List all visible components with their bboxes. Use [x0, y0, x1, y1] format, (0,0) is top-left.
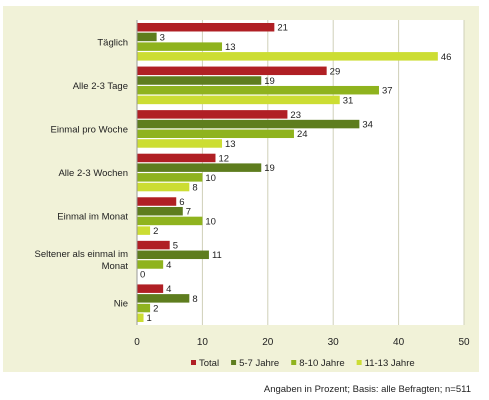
bar [137, 32, 157, 42]
x-tick-label: 50 [458, 337, 470, 348]
category-label: Einmal pro Woche [51, 124, 128, 135]
bar-value-label: 12 [218, 153, 229, 164]
bar [137, 240, 170, 250]
bar-value-label: 3 [160, 32, 165, 43]
x-tick-label: 10 [197, 337, 209, 348]
footnote: Angaben in Prozent; Basis: alle Befragte… [264, 384, 471, 395]
bar [137, 66, 327, 76]
bar [137, 85, 379, 95]
bar-value-label: 8 [192, 294, 197, 305]
bar-value-label: 4 [166, 284, 171, 295]
bar-value-label: 19 [264, 76, 275, 87]
bar [137, 95, 340, 105]
bar-value-label: 24 [297, 129, 308, 140]
bar [137, 76, 262, 85]
bar [137, 110, 288, 119]
legend-swatch [231, 360, 237, 365]
x-tick-label: 40 [393, 337, 405, 348]
bar-value-label: 2 [153, 304, 158, 315]
x-axis-ticks: 0 10 20 30 40 50 [134, 337, 470, 348]
legend-label: 5-7 Jahre [239, 358, 279, 369]
bar-value-label: 5 [173, 241, 178, 252]
bar [137, 226, 151, 235]
x-tick-label: 30 [328, 337, 340, 348]
bar-value-label: 6 [179, 197, 184, 208]
bar [137, 129, 294, 139]
bar [137, 313, 144, 323]
category-label: Alle 2-3 Wochen [58, 168, 128, 179]
bar-value-label: 11 [212, 250, 222, 261]
bar-value-label: 10 [205, 216, 216, 227]
bar-value-label: 13 [225, 139, 236, 150]
bar-value-label: 31 [343, 95, 354, 106]
legend-swatch [291, 360, 297, 365]
bar-value-label: 19 [264, 163, 275, 174]
bar [137, 197, 177, 206]
plot-area [137, 20, 464, 325]
legend-label: 11-13 Jahre [365, 358, 415, 369]
category-label: Einmal im Monat [57, 212, 128, 223]
bar [137, 303, 151, 313]
bar-value-label: 0 [140, 270, 145, 281]
bar-value-label: 23 [290, 110, 301, 121]
bar [137, 260, 164, 269]
bar [137, 216, 203, 226]
bar-value-label: 34 [362, 120, 373, 131]
legend: Total 5-7 Jahre 8-10 Jahre 11-13 Jahre [191, 358, 415, 369]
legend-label: Total [199, 358, 219, 369]
bar [137, 22, 275, 32]
bar-value-label: 4 [166, 260, 171, 271]
bar-value-label: 7 [186, 207, 191, 218]
bar-value-label: 13 [225, 42, 236, 53]
x-tick-label: 20 [262, 337, 274, 348]
bar [137, 182, 190, 192]
bar-value-label: 37 [382, 86, 393, 97]
category-labels: Täglich Alle 2-3 Tage Einmal pro Woche Alle… [35, 37, 129, 309]
bar-value-label: 1 [147, 313, 152, 324]
bar-value-label: 10 [205, 173, 216, 184]
bar-value-label: 46 [441, 52, 452, 63]
bar [137, 119, 360, 129]
bar [137, 163, 262, 172]
category-label: Alle 2-3 Tage [73, 81, 128, 92]
bar-value-label: 8 [192, 183, 197, 194]
bar-value-label: 21 [277, 23, 288, 34]
bar [137, 42, 223, 51]
bar [137, 294, 190, 303]
bar [137, 153, 216, 163]
bar [137, 250, 209, 260]
bar [137, 206, 183, 216]
legend-swatch [356, 360, 362, 365]
bars: 2131346291937312334241312191086710251140… [137, 22, 452, 324]
bar [137, 173, 203, 182]
legend-label: 8-10 Jahre [299, 358, 344, 369]
category-label: Seltener als einmal im Monat [35, 249, 129, 272]
bar-value-label: 29 [330, 66, 341, 77]
bar [137, 139, 223, 148]
legend-swatch [191, 360, 196, 365]
category-label: Täglich [97, 37, 128, 48]
bar-value-label: 2 [153, 226, 158, 237]
bar [137, 52, 438, 61]
x-tick-label: 0 [134, 337, 140, 348]
bar [137, 284, 164, 293]
category-label: Nie [114, 299, 128, 310]
